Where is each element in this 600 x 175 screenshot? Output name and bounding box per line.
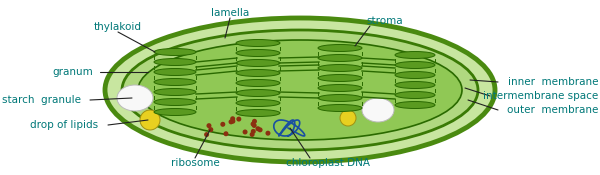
Circle shape	[223, 131, 229, 136]
Ellipse shape	[138, 40, 462, 140]
Ellipse shape	[395, 72, 435, 79]
Circle shape	[251, 121, 256, 127]
Circle shape	[140, 110, 160, 130]
Ellipse shape	[318, 44, 362, 51]
Ellipse shape	[105, 18, 495, 162]
Text: thylakoid: thylakoid	[94, 22, 142, 32]
Circle shape	[256, 126, 260, 131]
Text: stroma: stroma	[367, 16, 403, 26]
Circle shape	[236, 117, 241, 122]
Circle shape	[265, 131, 271, 136]
Text: outer  membrane: outer membrane	[506, 105, 598, 115]
Text: lamella: lamella	[211, 8, 249, 18]
Ellipse shape	[395, 61, 435, 68]
Text: granum: granum	[52, 67, 93, 77]
Circle shape	[250, 132, 254, 137]
Ellipse shape	[154, 108, 196, 116]
Circle shape	[251, 123, 257, 128]
Circle shape	[204, 132, 209, 137]
Ellipse shape	[395, 82, 435, 89]
Circle shape	[206, 123, 211, 128]
Ellipse shape	[236, 50, 280, 57]
Ellipse shape	[236, 60, 280, 66]
Circle shape	[257, 127, 263, 132]
Circle shape	[229, 119, 233, 124]
Ellipse shape	[318, 54, 362, 61]
Ellipse shape	[395, 92, 435, 99]
Ellipse shape	[236, 40, 280, 47]
Ellipse shape	[122, 30, 478, 150]
Circle shape	[208, 127, 214, 132]
Text: drop of lipids: drop of lipids	[30, 120, 98, 130]
Ellipse shape	[154, 58, 196, 65]
Ellipse shape	[154, 79, 196, 86]
Ellipse shape	[236, 100, 280, 107]
Text: inner  membrane: inner membrane	[508, 77, 598, 87]
Circle shape	[230, 116, 235, 121]
Ellipse shape	[236, 89, 280, 96]
Ellipse shape	[318, 75, 362, 82]
Text: ribosome: ribosome	[170, 158, 220, 168]
Ellipse shape	[236, 110, 280, 117]
Circle shape	[251, 129, 256, 134]
Ellipse shape	[395, 102, 435, 108]
Ellipse shape	[318, 85, 362, 92]
Ellipse shape	[362, 98, 394, 122]
Text: intermembrane space: intermembrane space	[483, 91, 598, 101]
Ellipse shape	[318, 104, 362, 111]
Ellipse shape	[236, 79, 280, 86]
Circle shape	[242, 130, 248, 134]
Ellipse shape	[154, 99, 196, 106]
Circle shape	[230, 119, 235, 124]
Circle shape	[340, 110, 356, 126]
Ellipse shape	[236, 69, 280, 76]
Ellipse shape	[154, 89, 196, 96]
Ellipse shape	[154, 48, 196, 55]
Text: chloroplast DNA: chloroplast DNA	[286, 158, 370, 168]
Circle shape	[252, 119, 257, 124]
Ellipse shape	[395, 51, 435, 58]
Circle shape	[220, 122, 226, 127]
Text: starch  granule: starch granule	[2, 95, 81, 105]
Ellipse shape	[318, 65, 362, 72]
Ellipse shape	[154, 68, 196, 75]
Ellipse shape	[117, 85, 153, 111]
Ellipse shape	[318, 94, 362, 101]
